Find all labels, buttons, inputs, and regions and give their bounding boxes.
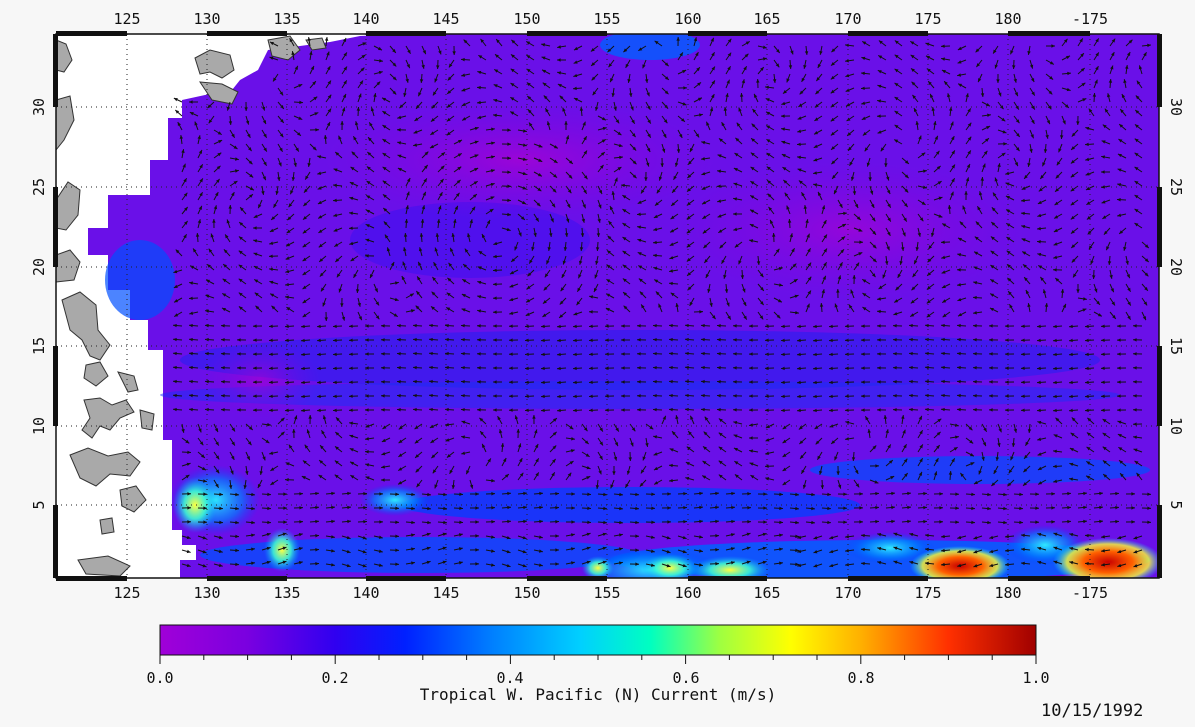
- lat-label-right: 30: [1167, 98, 1185, 116]
- lon-label-bottom: 125: [113, 584, 140, 602]
- lon-label-top: 125: [113, 10, 140, 28]
- lon-label-top: 165: [753, 10, 780, 28]
- lat-label-left: 25: [30, 178, 48, 196]
- colorbar-tick-label: 0.6: [672, 669, 699, 687]
- colorbar: 0.0 0.2 0.4 0.6 0.8 1.0: [146, 624, 1050, 687]
- land-masses: [56, 35, 327, 577]
- lon-label-top: 160: [674, 10, 701, 28]
- lon-label-top: 180: [994, 10, 1021, 28]
- lon-label-top: 155: [593, 10, 620, 28]
- lon-label-top: 175: [914, 10, 941, 28]
- lat-labels-left: 5 10 15 20 25 30: [30, 98, 48, 510]
- colorbar-tick-label: 0.2: [321, 669, 348, 687]
- colorbar-tick-label: 0.8: [847, 669, 874, 687]
- lat-label-left: 30: [30, 98, 48, 116]
- lon-label-bottom: 170: [834, 584, 861, 602]
- lat-label-right: 25: [1167, 178, 1185, 196]
- lat-label-right: 10: [1167, 417, 1185, 435]
- lon-label-bottom: 150: [513, 584, 540, 602]
- date-label: 10/15/1992: [1041, 701, 1144, 721]
- lon-label-top: 150: [513, 10, 540, 28]
- colorbar-label: Tropical W. Pacific (N) Current (m/s): [419, 685, 777, 704]
- gridlines: [56, 34, 1159, 578]
- lon-label-bottom: 175: [914, 584, 941, 602]
- colorbar-ticks: [159, 655, 1037, 664]
- lon-label-top: 135: [273, 10, 300, 28]
- colorbar-tick-label: 0.0: [146, 669, 173, 687]
- lon-label-bottom: 135: [273, 584, 300, 602]
- lat-label-left: 10: [30, 417, 48, 435]
- lat-label-right: 5: [1167, 500, 1185, 509]
- lon-labels-top: 125 130 135 140 145 150 155 160 165 170 …: [113, 10, 1108, 28]
- lon-label-bottom: 180: [994, 584, 1021, 602]
- lon-label-top: 170: [834, 10, 861, 28]
- lat-label-right: 20: [1167, 258, 1185, 276]
- lon-label-bottom: 160: [674, 584, 701, 602]
- lon-label-bottom: -175: [1072, 584, 1108, 602]
- lat-label-left: 15: [30, 337, 48, 355]
- colorbar-tick-label: 1.0: [1022, 669, 1049, 687]
- lon-label-bottom: 140: [352, 584, 379, 602]
- lon-labels-bottom: 125 130 135 140 145 150 155 160 165 170 …: [113, 584, 1108, 602]
- lon-label-bottom: 145: [432, 584, 459, 602]
- lat-label-left: 5: [30, 500, 48, 509]
- lon-label-top: -175: [1072, 10, 1108, 28]
- map-frame: [55, 33, 1160, 579]
- lat-label-left: 20: [30, 258, 48, 276]
- lon-label-bottom: 130: [193, 584, 220, 602]
- lon-label-top: 140: [352, 10, 379, 28]
- lon-label-bottom: 155: [593, 584, 620, 602]
- colorbar-gradient: [159, 624, 1037, 656]
- lon-label-bottom: 165: [753, 584, 780, 602]
- lat-label-right: 15: [1167, 337, 1185, 355]
- lon-label-top: 145: [432, 10, 459, 28]
- lat-labels-right: 5 10 15 20 25 30: [1167, 98, 1185, 510]
- colorbar-tick-label: 0.4: [496, 669, 523, 687]
- current-vectors: [172, 36, 1152, 568]
- lon-label-top: 130: [193, 10, 220, 28]
